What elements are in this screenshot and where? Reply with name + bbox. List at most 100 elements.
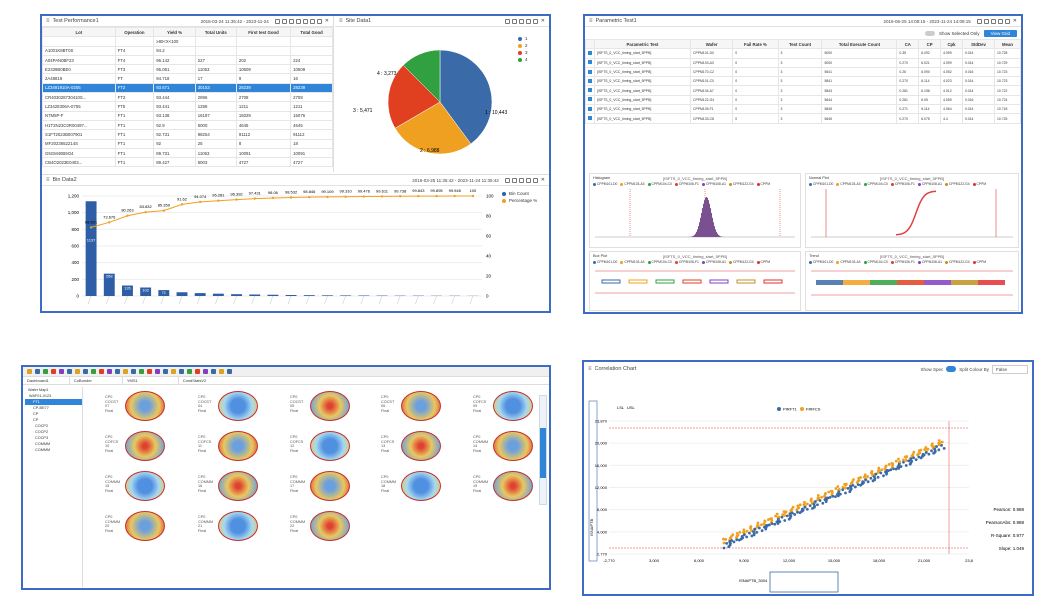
toolbar-icon[interactable] <box>518 18 524 24</box>
toolbar-icon[interactable] <box>997 18 1003 24</box>
toolbar-icon[interactable] <box>525 18 531 24</box>
legend-item[interactable]: CPPM101-D0 <box>809 260 833 264</box>
toolbar-icon[interactable] <box>504 177 510 183</box>
legend-item[interactable]: Percentage % <box>502 198 537 203</box>
legend-item[interactable]: CPPM104-C0 <box>863 260 888 264</box>
toggle-switch[interactable] <box>925 30 936 36</box>
show-spec-toggle[interactable] <box>946 366 957 372</box>
percentage-point[interactable] <box>435 194 438 198</box>
bar[interactable] <box>340 295 352 296</box>
toolbar-icon[interactable] <box>976 18 982 24</box>
pie-slice[interactable] <box>439 49 493 145</box>
toolbar-icon[interactable] <box>227 369 232 374</box>
select-all-checkbox[interactable] <box>585 38 595 50</box>
percentage-point[interactable] <box>198 200 202 204</box>
toolbar-icon[interactable] <box>107 369 112 374</box>
time-range[interactable]: 2016-03-24 11:35:42 - 2023-11-24 <box>200 18 269 24</box>
bar[interactable] <box>194 293 206 296</box>
table-row[interactable]: [ISFTS_0_VCC_timing_start_5PPB] CPPM122-G… <box>585 94 1021 106</box>
legend-item[interactable]: CPPM108-A1 <box>701 260 726 264</box>
legend-item[interactable]: CPPM122-G4 <box>945 182 970 186</box>
legend-item[interactable]: CPPM <box>756 182 770 186</box>
legend-item[interactable]: CPPM103-A3 <box>836 182 861 186</box>
legend-item[interactable]: 1 <box>518 36 528 41</box>
filter-cell[interactable] <box>290 36 333 47</box>
toolbar-icon[interactable] <box>99 369 104 374</box>
menu-icon[interactable]: ≡ <box>588 366 592 372</box>
toolbar-icon[interactable] <box>123 369 128 374</box>
pie-slice[interactable] <box>402 49 441 103</box>
wafer-map[interactable] <box>493 431 533 461</box>
table-row[interactable]: S1FT2023B007901 FT1 92.731 98254 91112 91112 <box>42 129 333 140</box>
percentage-point[interactable] <box>144 210 147 214</box>
toolbar-icon[interactable] <box>83 369 88 374</box>
wafer-map[interactable] <box>401 391 441 421</box>
bar[interactable] <box>285 295 297 296</box>
pie-slice[interactable] <box>394 101 472 155</box>
percentage-point[interactable] <box>253 197 256 200</box>
toolbar-icon[interactable] <box>195 369 200 374</box>
percentage-point[interactable] <box>471 194 475 198</box>
filter-cell[interactable] <box>235 36 292 47</box>
table-row[interactable]: H1T2N23C0R00497... FT1 92.9 5000 4645 4645 <box>42 119 333 131</box>
toolbar-icon[interactable] <box>171 369 176 374</box>
column-header[interactable]: StdDev <box>961 38 996 50</box>
menu-icon[interactable]: ≡ <box>339 18 343 24</box>
toolbar-icon[interactable] <box>155 369 160 374</box>
percentage-point[interactable] <box>344 195 347 198</box>
bar[interactable] <box>158 290 170 296</box>
percentage-point[interactable] <box>326 195 329 199</box>
table-row[interactable]: 2A48819 FT 94.718 17 9 16 <box>42 73 333 84</box>
legend-item[interactable]: CPPM101-D0 <box>593 182 617 186</box>
toolbar-icon[interactable] <box>75 369 80 374</box>
column-header[interactable]: Total Execute Count <box>821 38 898 50</box>
column-header[interactable]: Fail Rate % <box>732 38 779 50</box>
toolbar-icon[interactable] <box>67 369 72 374</box>
legend-item[interactable]: CPPM103-A3 <box>620 260 645 264</box>
column-header[interactable]: Test Count <box>777 38 823 50</box>
toolbar-icon[interactable] <box>219 369 224 374</box>
bar[interactable] <box>358 295 370 297</box>
bar[interactable] <box>103 273 115 296</box>
legend-item[interactable]: FIRFCS <box>806 407 821 412</box>
toolbar-icon[interactable] <box>295 18 301 24</box>
toolbar-icon[interactable] <box>139 369 144 374</box>
wafer-map[interactable] <box>493 471 533 501</box>
menu-icon[interactable]: ≡ <box>46 18 50 24</box>
row-checkbox[interactable] <box>585 57 595 68</box>
toolbar-icon[interactable] <box>511 177 517 183</box>
column-header[interactable]: Operation <box>114 26 155 38</box>
tree-item[interactable]: CP <box>33 412 39 416</box>
toolbar-icon[interactable] <box>115 369 120 374</box>
toolbar-icon[interactable] <box>316 18 322 24</box>
menu-icon[interactable]: ≡ <box>589 18 593 24</box>
wafer-map[interactable] <box>401 431 441 461</box>
percentage-point[interactable] <box>308 195 311 199</box>
bar[interactable] <box>231 294 242 296</box>
box[interactable] <box>601 279 621 284</box>
toolbar-icon[interactable] <box>983 18 989 24</box>
bar[interactable] <box>140 287 152 297</box>
toolbar-icon[interactable] <box>525 177 531 183</box>
box[interactable] <box>763 279 783 284</box>
legend-item[interactable]: CPPM106-F1 <box>674 182 699 186</box>
legend-item[interactable]: CPPM106-F1 <box>674 260 699 264</box>
column-header[interactable]: Wafer <box>690 38 734 50</box>
tree-item[interactable]: COMMM <box>35 442 51 446</box>
y-range-slider[interactable] <box>588 400 598 562</box>
tab[interactable]: YMS1 <box>123 377 179 384</box>
tree-item[interactable]: COCP2 <box>35 424 49 428</box>
column-header[interactable]: Yield % <box>153 26 196 38</box>
wafer-map[interactable] <box>125 431 165 461</box>
row-checkbox[interactable] <box>585 85 595 96</box>
legend-item[interactable]: PIRFT1 <box>783 407 798 412</box>
percentage-point[interactable] <box>380 195 384 198</box>
bar[interactable] <box>267 294 279 296</box>
toolbar-icon[interactable] <box>288 18 294 24</box>
table-row[interactable]: CR403028730410S... FT2 93.444 2896 2708 2708 <box>42 92 333 103</box>
wafer-map[interactable] <box>218 431 258 461</box>
toolbar-icon[interactable] <box>302 18 308 24</box>
table-row[interactable]: [ISFTS_0_VCC_timing_start_5PPB] CPPM104-A… <box>585 85 1021 96</box>
toolbar-icon[interactable] <box>532 177 538 183</box>
toolbar-icon[interactable] <box>211 369 216 374</box>
